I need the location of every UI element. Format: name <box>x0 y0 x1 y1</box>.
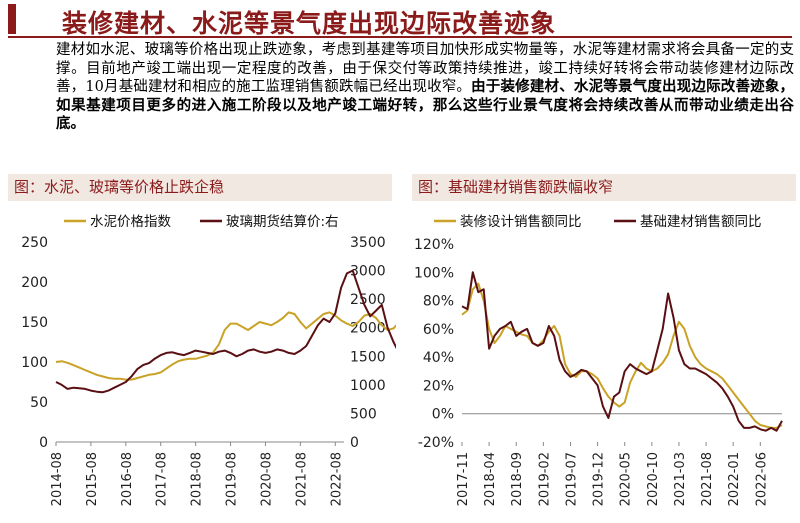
x-tick-label: 2019-12 <box>592 452 607 506</box>
x-tick-label: 2022-08 <box>329 452 344 506</box>
x-tick-label: 2020-08 <box>259 452 274 506</box>
y-right-tick-label: 1500 <box>350 349 386 365</box>
title-accent-bar <box>8 4 16 34</box>
x-tick-label: 2020-05 <box>619 452 634 506</box>
y-right-tick-label: 500 <box>350 406 377 422</box>
y-left-tick-label: 150 <box>21 315 48 331</box>
legend-label: 装修设计销售额同比 <box>460 214 582 230</box>
y-tick-label: 120% <box>414 237 454 253</box>
x-tick-label: 2021-03 <box>673 452 688 506</box>
x-tick-label: 2014-08 <box>50 452 65 506</box>
x-tick-label: 2019-08 <box>225 452 240 506</box>
y-left-tick-label: 0 <box>39 435 48 451</box>
x-tick-label: 2022-06 <box>754 452 769 506</box>
x-tick-label: 2018-09 <box>510 452 525 506</box>
y-right-tick-label: 2000 <box>350 321 386 337</box>
title-area: 装修建材、水泥等景气度出现边际改善迹象 <box>8 4 792 38</box>
y-left-tick-label: 50 <box>30 395 48 411</box>
y-tick-label: 100% <box>414 265 454 281</box>
x-tick-label: 2017-08 <box>155 452 170 506</box>
building-material-sales-chart: -20% 0% 20% 40% 60% 80% 100% 120% 2017-11 2018-04… <box>414 213 783 506</box>
y-left-tick-label: 200 <box>21 275 48 291</box>
y-right-tick-label: 3500 <box>350 235 386 251</box>
y-tick-label: 40% <box>423 350 454 366</box>
summary-paragraph: 建材如水泥、玻璃等价格出现止跌迹象，考虑到基建等项目加快形成实物量等，水泥等建材… <box>56 41 794 134</box>
x-tick-label: 2020-10 <box>646 452 661 506</box>
x-tick-label: 2017-11 <box>456 452 471 506</box>
title-underline <box>8 36 792 38</box>
x-tick-label: 2022-01 <box>727 452 742 506</box>
y-left-tick-label: 100 <box>21 355 48 371</box>
x-tick-label: 2016-08 <box>120 452 135 506</box>
left-chart-title: 图：水泥、玻璃等价格止跌企稳 <box>8 174 392 201</box>
y-right-tick-label: 1000 <box>350 378 386 394</box>
summary-bold-text: 由于装修建材、水泥等景气度出现边际改善迹象，如果基建项目更多的进入施工阶段以及地… <box>56 78 795 133</box>
y-tick-label: 80% <box>423 294 454 310</box>
legend-label: 基础建材销售额同比 <box>640 213 762 230</box>
glass-futures-line <box>55 269 396 394</box>
summary-normal-text: 建材如水泥、玻璃等价格出现止跌迹象，考虑到基建等项目加快形成实物量等，水泥等建材… <box>56 42 794 96</box>
y-tick-label: 20% <box>423 378 454 394</box>
page-title: 装修建材、水泥等景气度出现边际改善迹象 <box>62 9 557 38</box>
y-right-tick-label: 3000 <box>350 264 386 280</box>
right-chart-title: 图：基础建材销售额跌幅收窄 <box>412 174 796 201</box>
basic-material-sales-line <box>461 271 783 432</box>
cement-glass-price-chart: 0501001502002500500100015002000250030003… <box>21 213 396 506</box>
x-tick-label: 2019-02 <box>537 452 552 506</box>
x-tick-label: 2018-04 <box>483 452 498 506</box>
y-right-tick-label: 2500 <box>350 292 386 308</box>
legend-label: 玻璃期货结算价:右 <box>226 213 339 230</box>
x-tick-label: 2021-08 <box>294 452 309 506</box>
y-right-tick-label: 0 <box>350 435 359 451</box>
x-tick-label: 2019-07 <box>564 452 579 506</box>
x-tick-label: 2021-08 <box>700 452 715 506</box>
x-tick-label: 2015-08 <box>85 452 100 506</box>
y-left-tick-label: 250 <box>21 235 48 251</box>
y-tick-label: 60% <box>423 322 454 338</box>
x-tick-label: 2018-08 <box>190 452 205 506</box>
legend-label: 水泥价格指数 <box>90 214 171 230</box>
y-tick-label: -20% <box>418 435 454 451</box>
y-tick-label: 0% <box>432 407 454 423</box>
cement-price-line <box>55 311 396 381</box>
